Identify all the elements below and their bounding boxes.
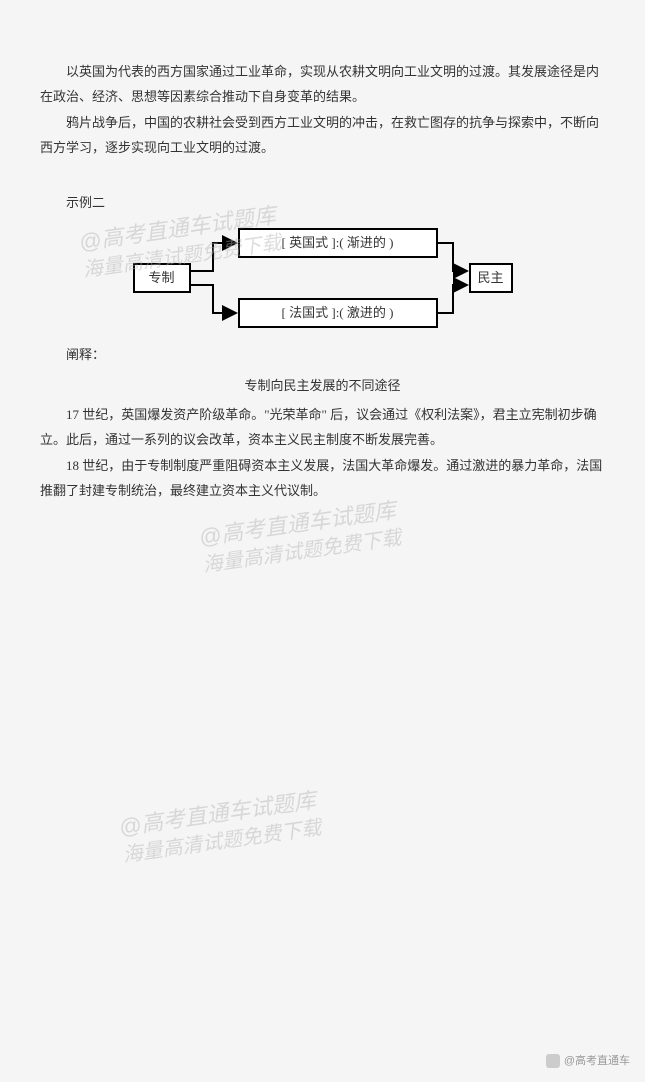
example-2-label: 示例二 <box>40 191 605 216</box>
paragraph-2: 鸦片战争后，中国的农耕社会受到西方工业文明的冲击，在救亡图存的抗争与探索中，不断… <box>40 111 605 160</box>
watermark-3: @高考直通车试题库 海量高清试题免费下载 <box>117 786 323 868</box>
example2-paragraph-2: 18 世纪，由于专制制度严重阻碍资本主义发展，法国大革命爆发。通过激进的暴力革命… <box>40 454 605 503</box>
weibo-icon <box>546 1054 560 1068</box>
node-autocracy: 专制 <box>133 263 191 293</box>
node-british-gradual: [ 英国式 ]:( 渐进的 ) <box>238 228 438 258</box>
watermark-line1: @高考直通车试题库 <box>117 788 317 840</box>
bottom-attribution: @高考直通车 <box>546 1051 630 1072</box>
node-democracy: 民主 <box>469 263 513 293</box>
interpretation-title: 专制向民主发展的不同途径 <box>40 374 605 399</box>
interpretation-label: 阐释： <box>40 343 605 368</box>
flow-diagram: 专制 [ 英国式 ]:( 渐进的 ) [ 法国式 ]:( 激进的 ) 民主 <box>133 223 513 333</box>
paragraph-1: 以英国为代表的西方国家通过工业革命，实现从农耕文明向工业文明的过渡。其发展途径是… <box>40 60 605 109</box>
diagram-container: 专制 [ 英国式 ]:( 渐进的 ) [ 法国式 ]:( 激进的 ) 民主 <box>40 223 605 333</box>
node-french-radical: [ 法国式 ]:( 激进的 ) <box>238 298 438 328</box>
watermark-line2: 海量高清试题免费下载 <box>121 815 323 869</box>
watermark-2: @高考直通车试题库 海量高清试题免费下载 <box>197 496 403 578</box>
bottom-handle-text: @高考直通车 <box>564 1055 630 1067</box>
watermark-line1: @高考直通车试题库 <box>197 498 397 550</box>
watermark-line2: 海量高清试题免费下载 <box>201 525 403 579</box>
example2-paragraph-1: 17 世纪，英国爆发资产阶级革命。"光荣革命" 后，议会通过《权利法案》，君主立… <box>40 403 605 452</box>
